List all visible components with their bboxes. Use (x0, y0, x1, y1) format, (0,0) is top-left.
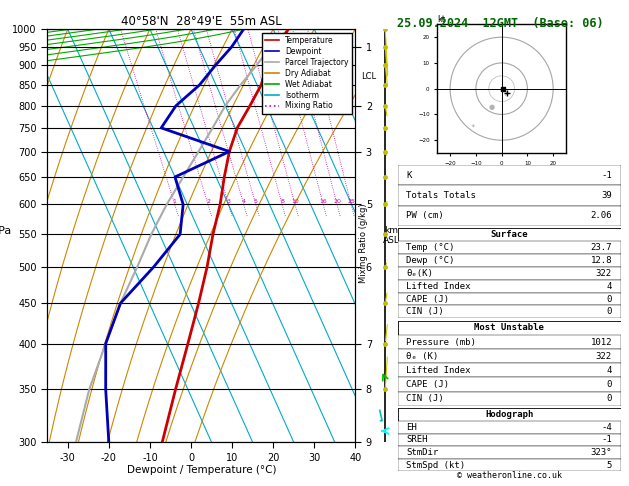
Text: StmDir: StmDir (406, 448, 438, 457)
Bar (398, 364, 621, 378)
Bar (398, 408, 621, 421)
Text: θₑ(K): θₑ(K) (406, 269, 433, 278)
Bar (398, 321, 621, 335)
Bar (398, 335, 621, 349)
Text: CIN (J): CIN (J) (406, 308, 444, 316)
Y-axis label: hPa: hPa (0, 226, 11, 236)
Text: 10: 10 (291, 199, 299, 205)
Bar (398, 349, 621, 364)
Text: 322: 322 (596, 269, 612, 278)
Bar (398, 267, 621, 280)
Bar (398, 165, 621, 186)
Text: 3: 3 (226, 199, 231, 205)
Bar (398, 459, 621, 471)
Text: CIN (J): CIN (J) (406, 394, 444, 403)
Text: Totals Totals: Totals Totals (406, 191, 476, 200)
Text: Hodograph: Hodograph (485, 410, 533, 419)
Text: 25.09.2024  12GMT  (Base: 06): 25.09.2024 12GMT (Base: 06) (397, 17, 603, 30)
Bar (398, 280, 621, 293)
Text: 4: 4 (242, 199, 246, 205)
Text: 8: 8 (280, 199, 284, 205)
Text: 20: 20 (333, 199, 341, 205)
Text: 39: 39 (601, 191, 612, 200)
Text: 12.8: 12.8 (591, 256, 612, 265)
Text: 1: 1 (173, 199, 177, 205)
Bar (398, 241, 621, 254)
Text: -4: -4 (601, 423, 612, 432)
Text: θₑ (K): θₑ (K) (406, 352, 438, 361)
Text: 2.06: 2.06 (591, 211, 612, 220)
Text: EH: EH (406, 423, 417, 432)
Text: LCL: LCL (362, 72, 377, 82)
Text: 1012: 1012 (591, 337, 612, 347)
Text: kt: kt (437, 15, 445, 24)
Text: 16: 16 (320, 199, 327, 205)
Text: 25: 25 (347, 199, 355, 205)
Text: Mixing Ratio (g/kg): Mixing Ratio (g/kg) (359, 203, 368, 283)
Bar (398, 228, 621, 241)
Text: CAPE (J): CAPE (J) (406, 380, 450, 389)
Text: © weatheronline.co.uk: © weatheronline.co.uk (457, 471, 562, 480)
Legend: Temperature, Dewpoint, Parcel Trajectory, Dry Adiabat, Wet Adiabat, Isotherm, Mi: Temperature, Dewpoint, Parcel Trajectory… (262, 33, 352, 114)
Text: ✦: ✦ (470, 123, 476, 128)
Text: StmSpd (kt): StmSpd (kt) (406, 461, 465, 469)
Y-axis label: km
ASL: km ASL (383, 226, 400, 245)
Text: Dewp (°C): Dewp (°C) (406, 256, 455, 265)
Text: Temp (°C): Temp (°C) (406, 243, 455, 252)
Text: 5: 5 (606, 461, 612, 469)
Text: 23.7: 23.7 (591, 243, 612, 252)
Text: 0: 0 (606, 308, 612, 316)
Bar (398, 421, 621, 434)
Text: CAPE (J): CAPE (J) (406, 295, 450, 304)
Text: 4: 4 (606, 282, 612, 291)
Text: 4: 4 (606, 366, 612, 375)
Text: -1: -1 (601, 171, 612, 180)
Text: Lifted Index: Lifted Index (406, 282, 471, 291)
X-axis label: Dewpoint / Temperature (°C): Dewpoint / Temperature (°C) (126, 466, 276, 475)
Text: Pressure (mb): Pressure (mb) (406, 337, 476, 347)
Text: PW (cm): PW (cm) (406, 211, 444, 220)
Bar (398, 293, 621, 306)
Text: -1: -1 (601, 435, 612, 444)
Text: SREH: SREH (406, 435, 428, 444)
Bar (398, 446, 621, 459)
Title: 40°58'N  28°49'E  55m ASL: 40°58'N 28°49'E 55m ASL (121, 15, 282, 28)
Text: 5: 5 (254, 199, 258, 205)
Text: Lifted Index: Lifted Index (406, 366, 471, 375)
Text: 2: 2 (206, 199, 210, 205)
Text: 0: 0 (606, 295, 612, 304)
Bar (398, 254, 621, 267)
Text: 323°: 323° (591, 448, 612, 457)
Bar (398, 434, 621, 446)
Text: Surface: Surface (491, 230, 528, 239)
Text: ●: ● (489, 104, 495, 110)
Bar (398, 378, 621, 392)
Text: K: K (406, 171, 412, 180)
Bar (398, 186, 621, 206)
Bar (398, 306, 621, 318)
Bar (398, 206, 621, 226)
Text: 0: 0 (606, 394, 612, 403)
Text: 0: 0 (606, 380, 612, 389)
Text: 322: 322 (596, 352, 612, 361)
Text: Most Unstable: Most Unstable (474, 323, 544, 332)
Bar (398, 392, 621, 406)
